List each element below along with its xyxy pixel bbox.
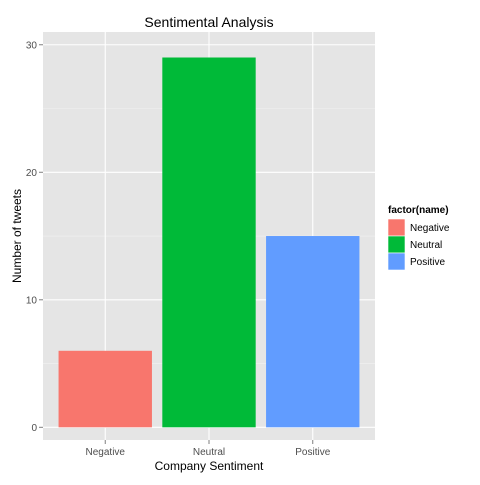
legend-label-negative: Negative [410, 223, 450, 234]
y-tick-label: 0 [31, 423, 37, 434]
legend-swatch-neutral [387, 235, 406, 254]
x-axis-title: Company Sentiment [155, 459, 264, 473]
y-tick-label: 30 [26, 40, 38, 51]
bar-positive [266, 236, 360, 428]
chart-title: Sentimental Analysis [144, 14, 273, 30]
y-axis-title: Number of tweets [10, 189, 24, 283]
legend-swatch-positive [387, 252, 406, 271]
legend: factor(name) Negative Neutral Positive [387, 205, 450, 271]
y-tick-label: 20 [26, 168, 38, 179]
x-tick-label: Negative [86, 447, 126, 458]
bar-neutral [162, 57, 256, 428]
legend-title: factor(name) [388, 205, 449, 216]
legend-items: Negative Neutral Positive [387, 218, 450, 271]
bar-negative [58, 350, 152, 428]
x-tick-label: Positive [295, 447, 330, 458]
legend-label-positive: Positive [410, 257, 445, 268]
x-tick-label: Neutral [193, 447, 225, 458]
legend-swatch-negative [387, 218, 406, 237]
x-axis: Negative Neutral Positive [86, 440, 331, 458]
y-tick-label: 10 [26, 295, 38, 306]
y-axis: 0 10 20 30 [26, 40, 43, 434]
bar-layer [58, 57, 360, 428]
legend-label-neutral: Neutral [410, 240, 442, 251]
